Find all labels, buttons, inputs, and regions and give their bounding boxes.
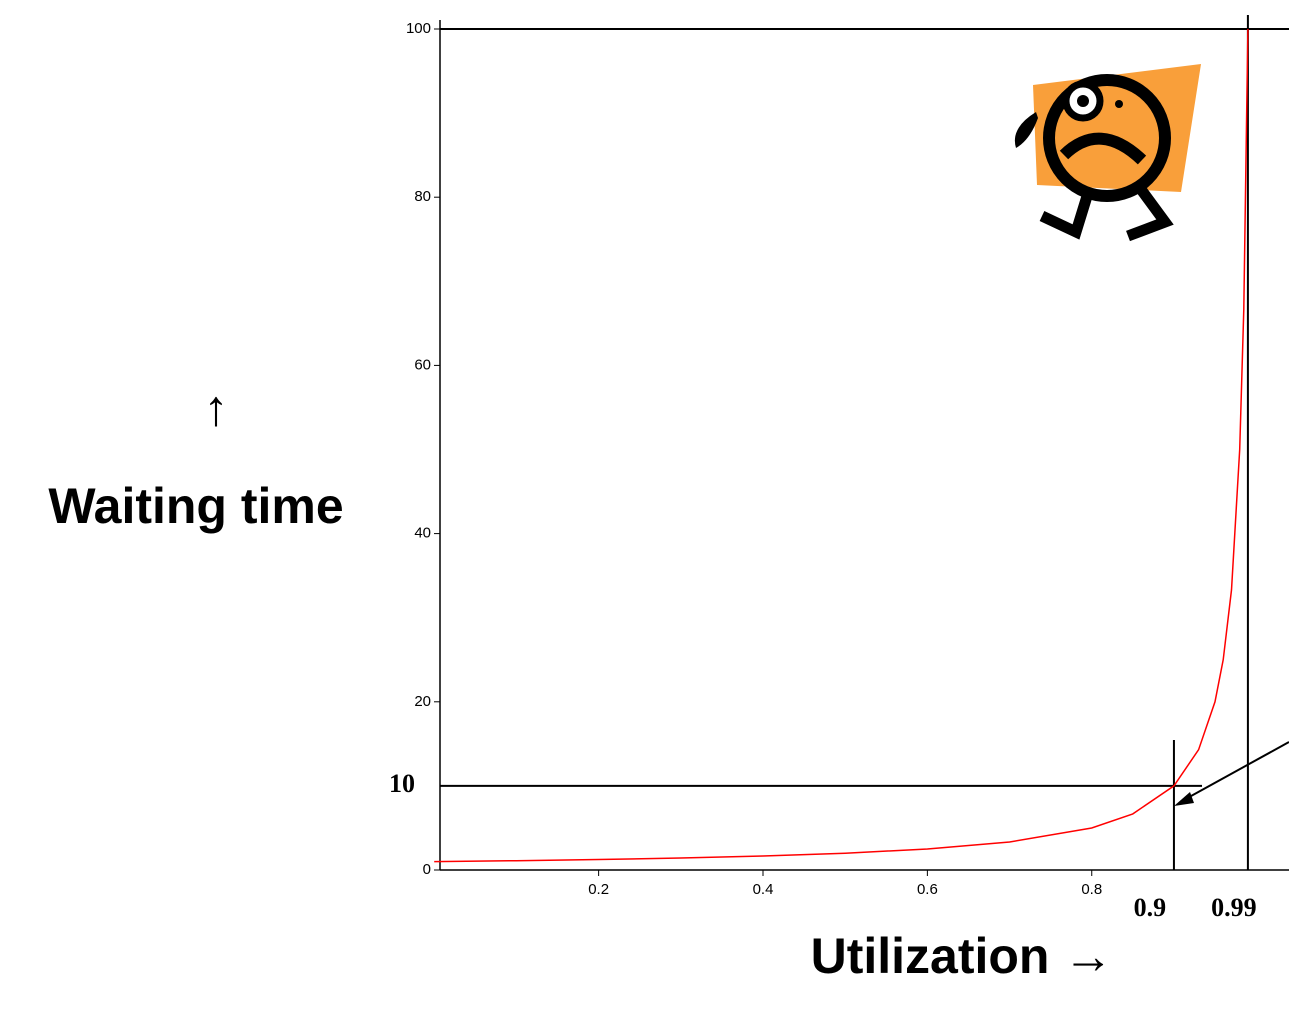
reference-label-x: 0.9 xyxy=(1134,893,1167,922)
reference-label-y: 10 xyxy=(389,769,415,798)
y-tick-label: 40 xyxy=(414,525,431,542)
worried-character xyxy=(1015,64,1201,236)
x-tick-label: 0.8 xyxy=(1081,881,1102,898)
y-axis-label: Waiting time xyxy=(48,478,343,534)
y-tick-label: 20 xyxy=(414,693,431,710)
y-tick-label: 100 xyxy=(406,20,431,37)
x-tick-label: 0.6 xyxy=(917,881,938,898)
reference-label-x: 0.99 xyxy=(1211,893,1257,922)
y-label-arrow: ↑ xyxy=(204,380,229,436)
y-tick-label: 60 xyxy=(414,356,431,373)
page: {"chart_data": {"type": "line", "y_label… xyxy=(0,0,1289,1009)
x-tick-label: 0.4 xyxy=(753,881,774,898)
y-tick-label: 80 xyxy=(414,188,431,205)
x-axis-label: Utilization → xyxy=(811,928,1114,984)
y-tick-label: 0 xyxy=(423,861,431,878)
x-tick-label: 0.2 xyxy=(588,881,609,898)
chart: ↑ Waiting time Utilization → 0 20 40 60 80 10… xyxy=(0,0,1289,1009)
pointer-arrow xyxy=(1174,742,1289,806)
